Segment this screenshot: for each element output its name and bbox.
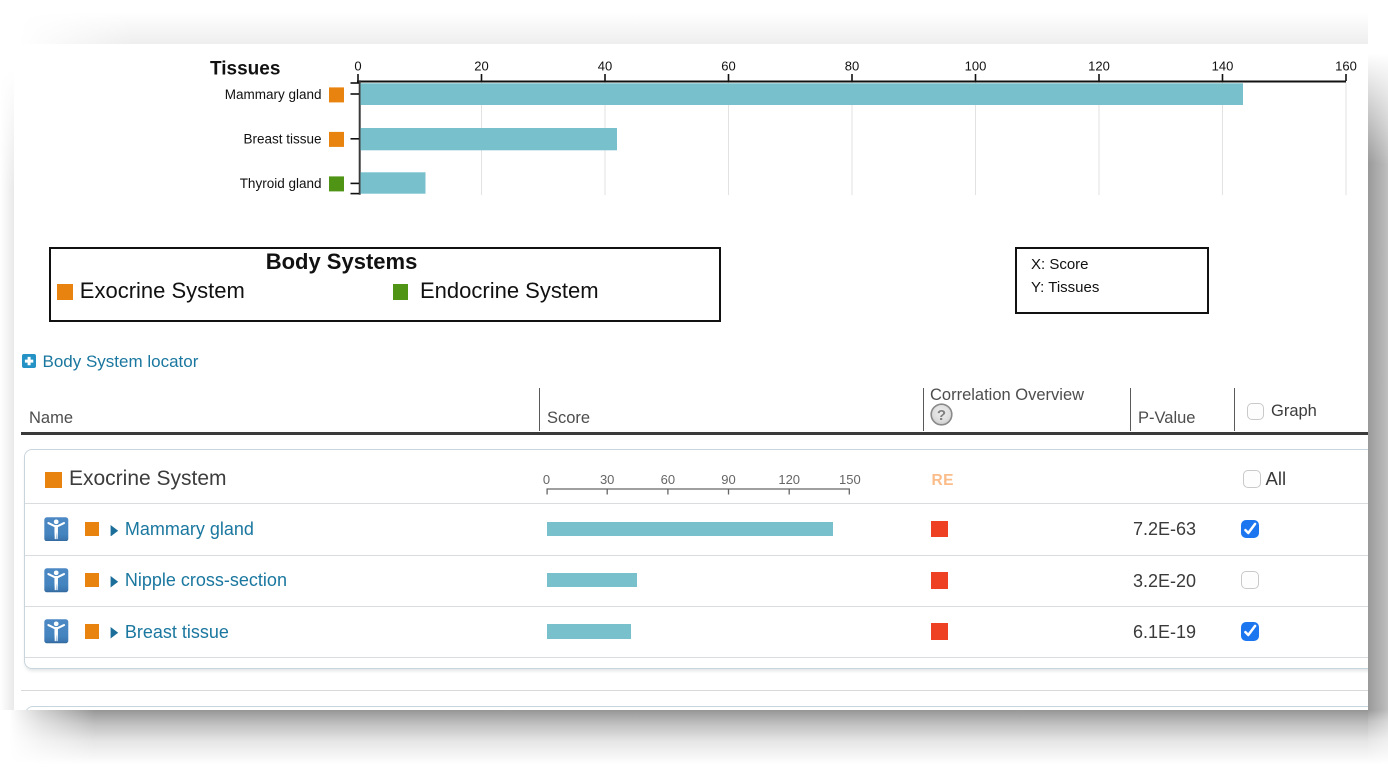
svg-text:0: 0: [543, 472, 550, 487]
svg-text:90: 90: [721, 472, 735, 487]
svg-text:20: 20: [474, 59, 488, 74]
svg-text:60: 60: [721, 59, 735, 74]
svg-text:?: ?: [936, 406, 945, 423]
svg-text:140: 140: [1212, 59, 1234, 74]
svg-text:120: 120: [1088, 59, 1110, 74]
svg-text:160: 160: [1335, 59, 1357, 74]
svg-text:150: 150: [839, 472, 861, 487]
svg-text:120: 120: [778, 472, 800, 487]
svg-text:Breast tissue: Breast tissue: [243, 132, 321, 147]
svg-text:0: 0: [354, 59, 361, 74]
svg-text:80: 80: [845, 59, 859, 74]
svg-text:Tissues: Tissues: [210, 59, 280, 80]
svg-text:Mammary gland: Mammary gland: [225, 87, 322, 102]
svg-text:100: 100: [965, 59, 987, 74]
svg-text:Thyroid gland: Thyroid gland: [240, 176, 322, 191]
svg-text:60: 60: [661, 472, 675, 487]
svg-text:30: 30: [600, 472, 614, 487]
svg-text:40: 40: [598, 59, 612, 74]
